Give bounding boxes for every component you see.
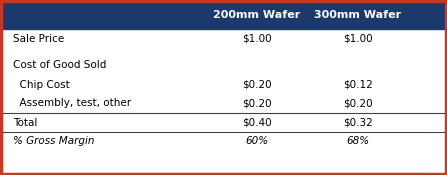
- Text: $0.20: $0.20: [343, 99, 372, 108]
- Text: 300mm Wafer: 300mm Wafer: [314, 10, 401, 20]
- Text: Total: Total: [13, 117, 38, 128]
- Text: $0.32: $0.32: [343, 117, 372, 128]
- Text: $0.20: $0.20: [242, 99, 272, 108]
- Text: 68%: 68%: [346, 136, 369, 146]
- Text: 60%: 60%: [245, 136, 269, 146]
- Bar: [1, 1, 446, 29]
- Text: Cost of Good Sold: Cost of Good Sold: [13, 61, 107, 71]
- Text: Assembly, test, other: Assembly, test, other: [13, 99, 131, 108]
- Text: $1.00: $1.00: [343, 33, 372, 44]
- Text: $0.40: $0.40: [242, 117, 272, 128]
- Text: % Gross Margin: % Gross Margin: [13, 136, 95, 146]
- Text: $0.20: $0.20: [242, 79, 272, 89]
- Text: Sale Price: Sale Price: [13, 33, 65, 44]
- Text: $1.00: $1.00: [242, 33, 272, 44]
- Text: Chip Cost: Chip Cost: [13, 79, 70, 89]
- Text: $0.12: $0.12: [343, 79, 372, 89]
- Text: 200mm Wafer: 200mm Wafer: [213, 10, 301, 20]
